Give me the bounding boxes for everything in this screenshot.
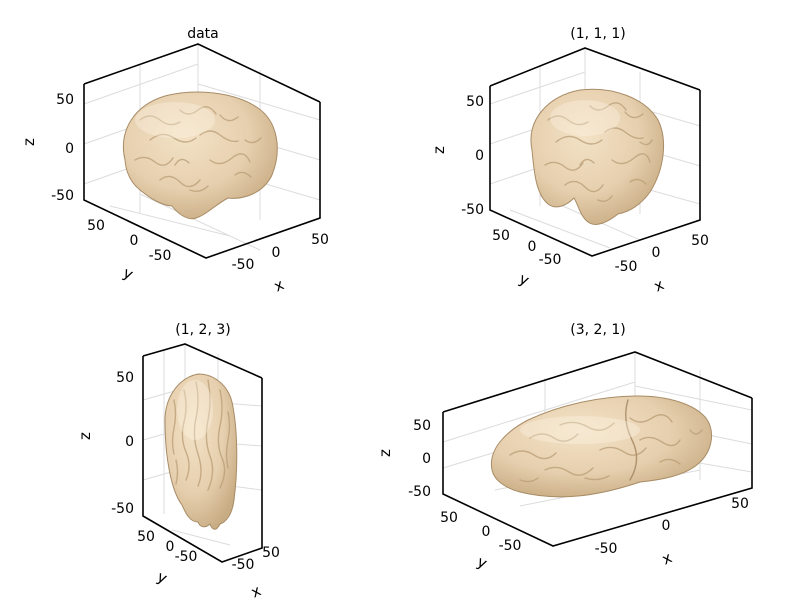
z-tick-label: 50 [413, 418, 431, 434]
y-tick-label: 0 [166, 539, 175, 555]
x-tick-label: -50 [595, 541, 618, 557]
x-tick-label: -50 [615, 259, 638, 275]
z-axis-label: z [20, 138, 38, 146]
y-tick-label: 50 [492, 228, 510, 244]
y-tick-label: -50 [175, 549, 198, 565]
y-tick-label: 50 [440, 510, 458, 526]
panel-3-2-1: (3, 2, 1) 50 0 -50 z 50 0 -50 y -50 0 50… [376, 322, 753, 573]
brain-surface [490, 395, 713, 498]
x-tick-label: 50 [262, 545, 280, 561]
y-tick-label: -50 [539, 252, 562, 268]
y-axis-label: y [120, 263, 136, 283]
y-axis-label: y [516, 269, 532, 289]
z-tick-label: -50 [408, 484, 431, 500]
z-tick-label: 0 [475, 148, 484, 164]
panel-1-1-1: (1, 1, 1) 50 0 -50 z 50 0 -50 y -50 0 50… [430, 26, 709, 296]
y-tick-label: 50 [137, 529, 155, 545]
z-tick-label: 0 [125, 434, 134, 450]
x-axis-label: x [651, 275, 667, 295]
axes-box [489, 47, 701, 257]
x-tick-label: 0 [652, 245, 661, 261]
z-tick-label: -50 [111, 501, 134, 517]
x-tick-label: 50 [731, 496, 749, 512]
z-axis-label: z [76, 432, 94, 440]
z-tick-label: 50 [116, 370, 134, 386]
x-axis-label: x [659, 548, 675, 568]
x-axis-label: x [248, 581, 264, 600]
z-axis-label: z [430, 146, 448, 154]
x-tick-label: 50 [691, 233, 709, 249]
panel-title: (1, 1, 1) [570, 26, 625, 42]
z-tick-label: 50 [56, 92, 74, 108]
z-tick-label: -50 [461, 202, 484, 218]
y-tick-label: -50 [149, 248, 172, 264]
axes-box [83, 43, 321, 259]
x-tick-label: 50 [311, 232, 329, 248]
z-axis-label: z [376, 449, 394, 457]
panel-title: data [187, 26, 219, 42]
axes-box [142, 343, 263, 563]
brain-surface [530, 88, 664, 225]
brain-surface [123, 91, 278, 220]
x-axis-label: x [271, 275, 287, 295]
z-tick-label: -50 [51, 188, 74, 204]
y-axis-label: y [474, 552, 490, 572]
z-tick-label: 50 [466, 94, 484, 110]
y-tick-label: -50 [499, 538, 522, 554]
x-tick-label: -50 [232, 257, 255, 273]
x-tick-label: 0 [662, 518, 671, 534]
y-tick-label: 0 [482, 524, 491, 540]
z-tick-label: 0 [422, 451, 431, 467]
x-tick-label: -50 [232, 557, 255, 573]
panel-1-2-3: (1, 2, 3) 50 0 -50 z 50 0 -50 y -50 50 x [76, 322, 280, 600]
x-tick-label: 0 [272, 245, 281, 261]
z-tick-label: 0 [65, 141, 74, 157]
y-tick-label: 0 [528, 239, 537, 255]
y-tick-label: 50 [87, 218, 105, 234]
panel-title: (3, 2, 1) [570, 322, 625, 338]
y-axis-label: y [154, 567, 170, 587]
y-tick-label: 0 [130, 233, 139, 249]
axes-box [442, 351, 753, 547]
panel-data: data 50 0 -50 z 50 0 -50 y -50 0 50 x [20, 26, 329, 296]
brain-surface [164, 373, 238, 530]
panel-title: (1, 2, 3) [175, 322, 230, 338]
